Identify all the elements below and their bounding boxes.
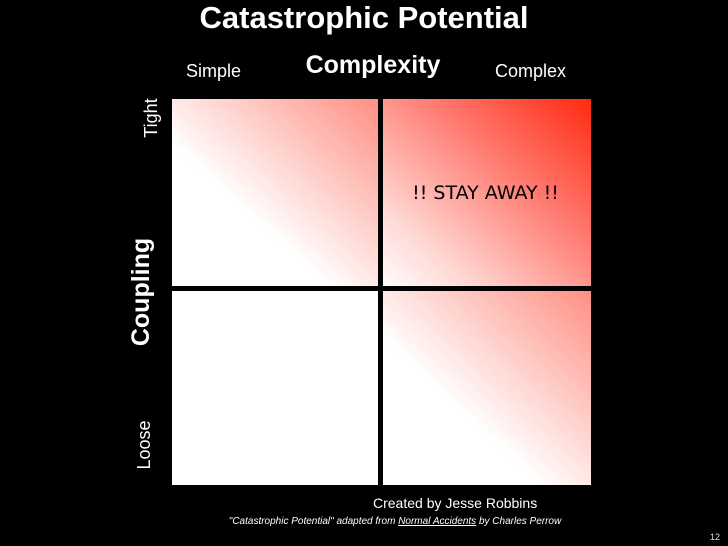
quadrant-grid: !! STAY AWAY !! (172, 99, 591, 485)
source-suffix: by Charles Perrow (476, 516, 562, 527)
simple-label: Simple (186, 61, 242, 81)
credit-line: Created by Jesse Robbins (373, 495, 538, 511)
quadrant-simple-tight (172, 99, 380, 288)
complex-label: Complex (495, 61, 567, 81)
horizontal-divider (172, 286, 591, 291)
loose-label: Loose (134, 420, 154, 470)
tight-label: Tight (141, 98, 161, 138)
source-book-title: Normal Accidents (398, 516, 477, 527)
slide-title: Catastrophic Potential (199, 0, 529, 35)
stay-away-warning: !! STAY AWAY !! (412, 182, 559, 204)
page-number: 12 (709, 532, 720, 542)
quadrant-complex-tight (380, 99, 591, 288)
source-citation: "Catastrophic Potential" adapted from No… (0, 516, 728, 528)
quadrant-simple-loose (172, 288, 380, 485)
coupling-heading: Coupling (127, 237, 155, 347)
vertical-divider (378, 99, 383, 485)
complexity-heading: Complexity (305, 51, 441, 79)
source-prefix: "Catastrophic Potential" adapted from (228, 516, 399, 527)
quadrant-complex-loose (380, 288, 591, 485)
